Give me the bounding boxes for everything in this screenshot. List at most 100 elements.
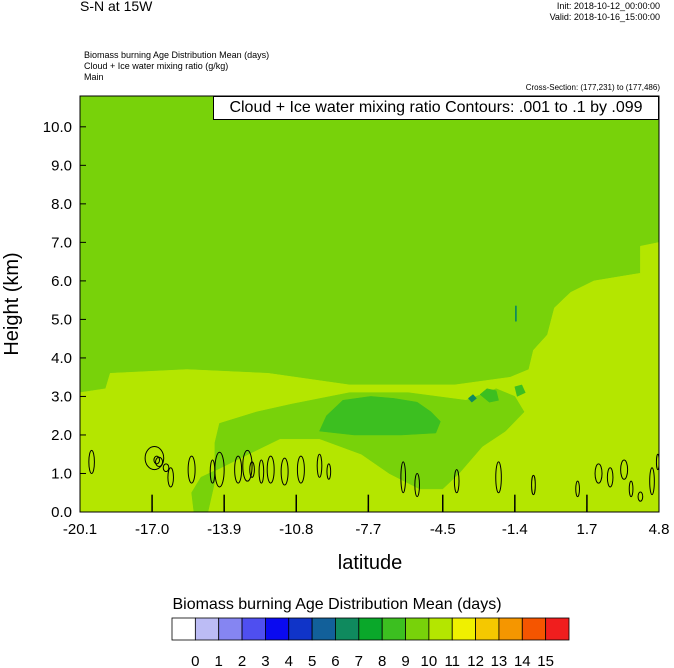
y-tick-label: 7.0 [51,234,72,251]
contour-legend-box: Cloud + Ice water mixing ratio Contours:… [213,96,659,120]
colorbar-swatch [428,617,453,641]
y-axis-label: Height (km) [1,252,23,355]
y-tick-label: 5.0 [51,311,72,328]
colorbar-swatch [311,617,336,641]
colorbar-label: 6 [331,653,339,668]
cloud-contour [531,474,536,496]
x-tick-label: -13.9 [207,521,241,538]
x-tick-label: 1.7 [576,521,597,538]
colorbar-label: 3 [261,653,269,668]
y-tick-label: 8.0 [51,196,72,213]
cloud-contour-layer [88,446,659,512]
age-region-6 [515,305,517,322]
cloud-contour [144,446,165,471]
cloud-contour [88,449,95,474]
y-tick-label: 9.0 [51,157,72,174]
colorbar-swatch [171,617,196,641]
colorbar-label: 12 [467,653,484,668]
colorbar-label: 8 [378,653,386,668]
colorbar-swatch [451,617,476,641]
colorbar-label: 2 [238,653,246,668]
cloud-contour [249,461,255,478]
cloud-contour [594,463,603,484]
colorbar-swatch [241,617,266,641]
x-tick-label: -1.4 [502,521,528,538]
colorbar-swatch [194,617,220,641]
age-region-5 [514,384,526,397]
colorbar-swatch [265,617,290,641]
colorbar-swatch [218,617,243,641]
cloud-contour [400,461,407,494]
x-tick-label: -17.0 [135,521,169,538]
y-tick-label: 0.0 [51,504,72,521]
colorbar-label: 5 [308,653,316,668]
colorbar-swatch [358,617,383,641]
cloud-contour [162,463,170,473]
cloud-contour [316,453,323,478]
cloud-contour [242,449,253,482]
cloud-contour [575,480,580,498]
colorbar-label: 10 [421,653,438,668]
y-tick-label: 2.0 [51,427,72,444]
colorbar-label: 11 [444,653,460,668]
y-tick-label: 10.0 [43,119,72,136]
cloud-contour [153,455,161,465]
plot-title: S-N at 15W [80,0,153,14]
field-description-contour: Cloud + Ice water mixing ratio (g/kg) [84,61,229,71]
cloud-contour [414,472,420,498]
age-region-7 [467,394,477,403]
cloud-contour [326,463,332,480]
age-fill-layer [80,96,659,512]
domain-label: Main [84,72,104,82]
colorbar-swatch [545,617,570,641]
colorbar-label: 1 [215,653,223,668]
colorbar-title: Biomass burning Age Distribution Mean (d… [172,596,502,613]
cloud-contour [280,457,289,486]
cloud-contour [234,455,243,484]
colorbar-label: 4 [285,653,293,668]
cloud-contour [453,469,460,494]
y-tick-label: 4.0 [51,350,72,367]
cloud-contour [655,453,659,471]
colorbar-swatch [498,617,523,641]
x-tick-label: -7.7 [355,521,381,538]
x-tick-label: -4.5 [430,521,456,538]
cloud-contour [495,461,502,494]
y-tick-label: 3.0 [51,388,72,405]
x-axis: -20.1 -17.0 -13.9 -10.8 -7.7 -4.5 -1.4 1.7 4.8 [63,506,669,538]
x-tick-label: -10.8 [279,521,313,538]
colorbar-swatch [335,617,360,641]
colorbar-label: 9 [401,653,409,668]
y-axis: 0.0 1.0 2.0 3.0 4.0 5.0 6.0 7.0 8.0 9.0 10.0 [43,119,86,521]
age-region-4 [479,388,499,403]
y-tick-label: 1.0 [51,465,72,482]
colorbar-label: 13 [491,653,508,668]
y-tick-label: 6.0 [51,273,72,290]
colorbar-swatch [405,617,430,641]
cloud-contour [620,459,629,480]
valid-time: Valid: 2018-10-16_15:00:00 [549,12,660,22]
cloud-contour [266,455,275,484]
colorbar: 0 1 2 3 4 5 6 7 8 9 10 11 12 13 14 15 [171,617,570,668]
colorbar-label: 0 [191,653,199,668]
cloud-contour [628,480,634,498]
age-region-3 [319,396,441,436]
field-description-shaded: Biomass burning Age Distribution Mean (d… [84,50,270,60]
cloud-contour [214,451,225,488]
colorbar-swatch [288,617,313,641]
cloud-contour [649,467,655,496]
cross-section-label: Cross-Section: (177,231) to (177,486) [525,83,660,92]
x-tick-label: -20.1 [63,521,97,538]
cloud-contour [637,491,644,502]
colorbar-label: 15 [537,653,554,668]
colorbar-swatch [521,617,547,641]
cloud-contour [167,467,174,488]
colorbar-swatch [381,617,406,641]
init-time: Init: 2018-10-12_00:00:00 [556,1,660,11]
cloud-contour [606,467,614,488]
colorbar-swatch [475,617,500,641]
cloud-contour [187,455,196,484]
colorbar-label: 7 [355,653,363,668]
cloud-contour [258,459,265,484]
